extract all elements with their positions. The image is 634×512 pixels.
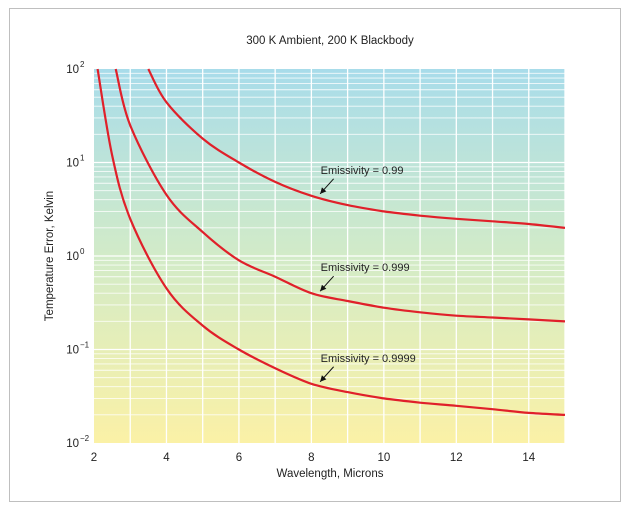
y-tick-base: 10 <box>66 251 79 263</box>
y-tick-base: 10 <box>66 64 79 76</box>
y-tick-label: 10 2 <box>66 60 85 76</box>
x-axis-label: Wavelength, Microns <box>277 468 384 480</box>
y-tick-exponent: 1 <box>80 154 85 163</box>
gridlines <box>94 69 566 443</box>
annotation-label-1: Emissivity = 0.99 <box>321 165 404 177</box>
y-tick-exponent: 0 <box>80 247 85 256</box>
annotation-labels: Emissivity = 0.99 Emissivity = 0.999 Emiss… <box>321 165 416 365</box>
y-tick-label: 10 1 <box>66 154 85 170</box>
chart-title: 300 K Ambient, 200 K Blackbody <box>246 35 414 47</box>
series-line-3 <box>96 68 565 416</box>
series-line-2 <box>114 68 565 323</box>
x-tick-label: 10 <box>377 452 390 464</box>
annotation-arrows <box>319 178 335 383</box>
y-tick-label: 10 −1 <box>66 341 89 357</box>
x-tick-labels: 2 4 6 8 10 12 14 <box>91 452 536 464</box>
series-line-1 <box>147 68 565 229</box>
series-curves <box>96 68 565 416</box>
annotation-label-2: Emissivity = 0.999 <box>321 262 410 274</box>
y-tick-exponent: −2 <box>80 434 90 443</box>
x-tick-label: 14 <box>522 452 535 464</box>
y-tick-base: 10 <box>66 438 79 450</box>
y-tick-exponent: 2 <box>80 60 85 69</box>
y-tick-base: 10 <box>66 158 79 170</box>
y-axis-label: Temperature Error, Kelvin <box>44 191 56 321</box>
annotation-arrowhead-1 <box>320 187 327 194</box>
x-tick-label: 8 <box>308 452 314 464</box>
annotation-label-3: Emissivity = 0.9999 <box>321 353 416 365</box>
y-tick-label: 10 0 <box>66 247 85 263</box>
y-tick-exponent: −1 <box>80 341 90 350</box>
x-tick-label: 2 <box>91 452 97 464</box>
x-tick-label: 4 <box>163 452 170 464</box>
y-tick-base: 10 <box>66 345 79 357</box>
y-tick-label: 10 −2 <box>66 434 89 450</box>
x-tick-label: 12 <box>450 452 463 464</box>
annotation-arrowhead-3 <box>320 375 327 382</box>
x-tick-label: 6 <box>236 452 242 464</box>
annotation-arrowhead-2 <box>320 284 327 292</box>
